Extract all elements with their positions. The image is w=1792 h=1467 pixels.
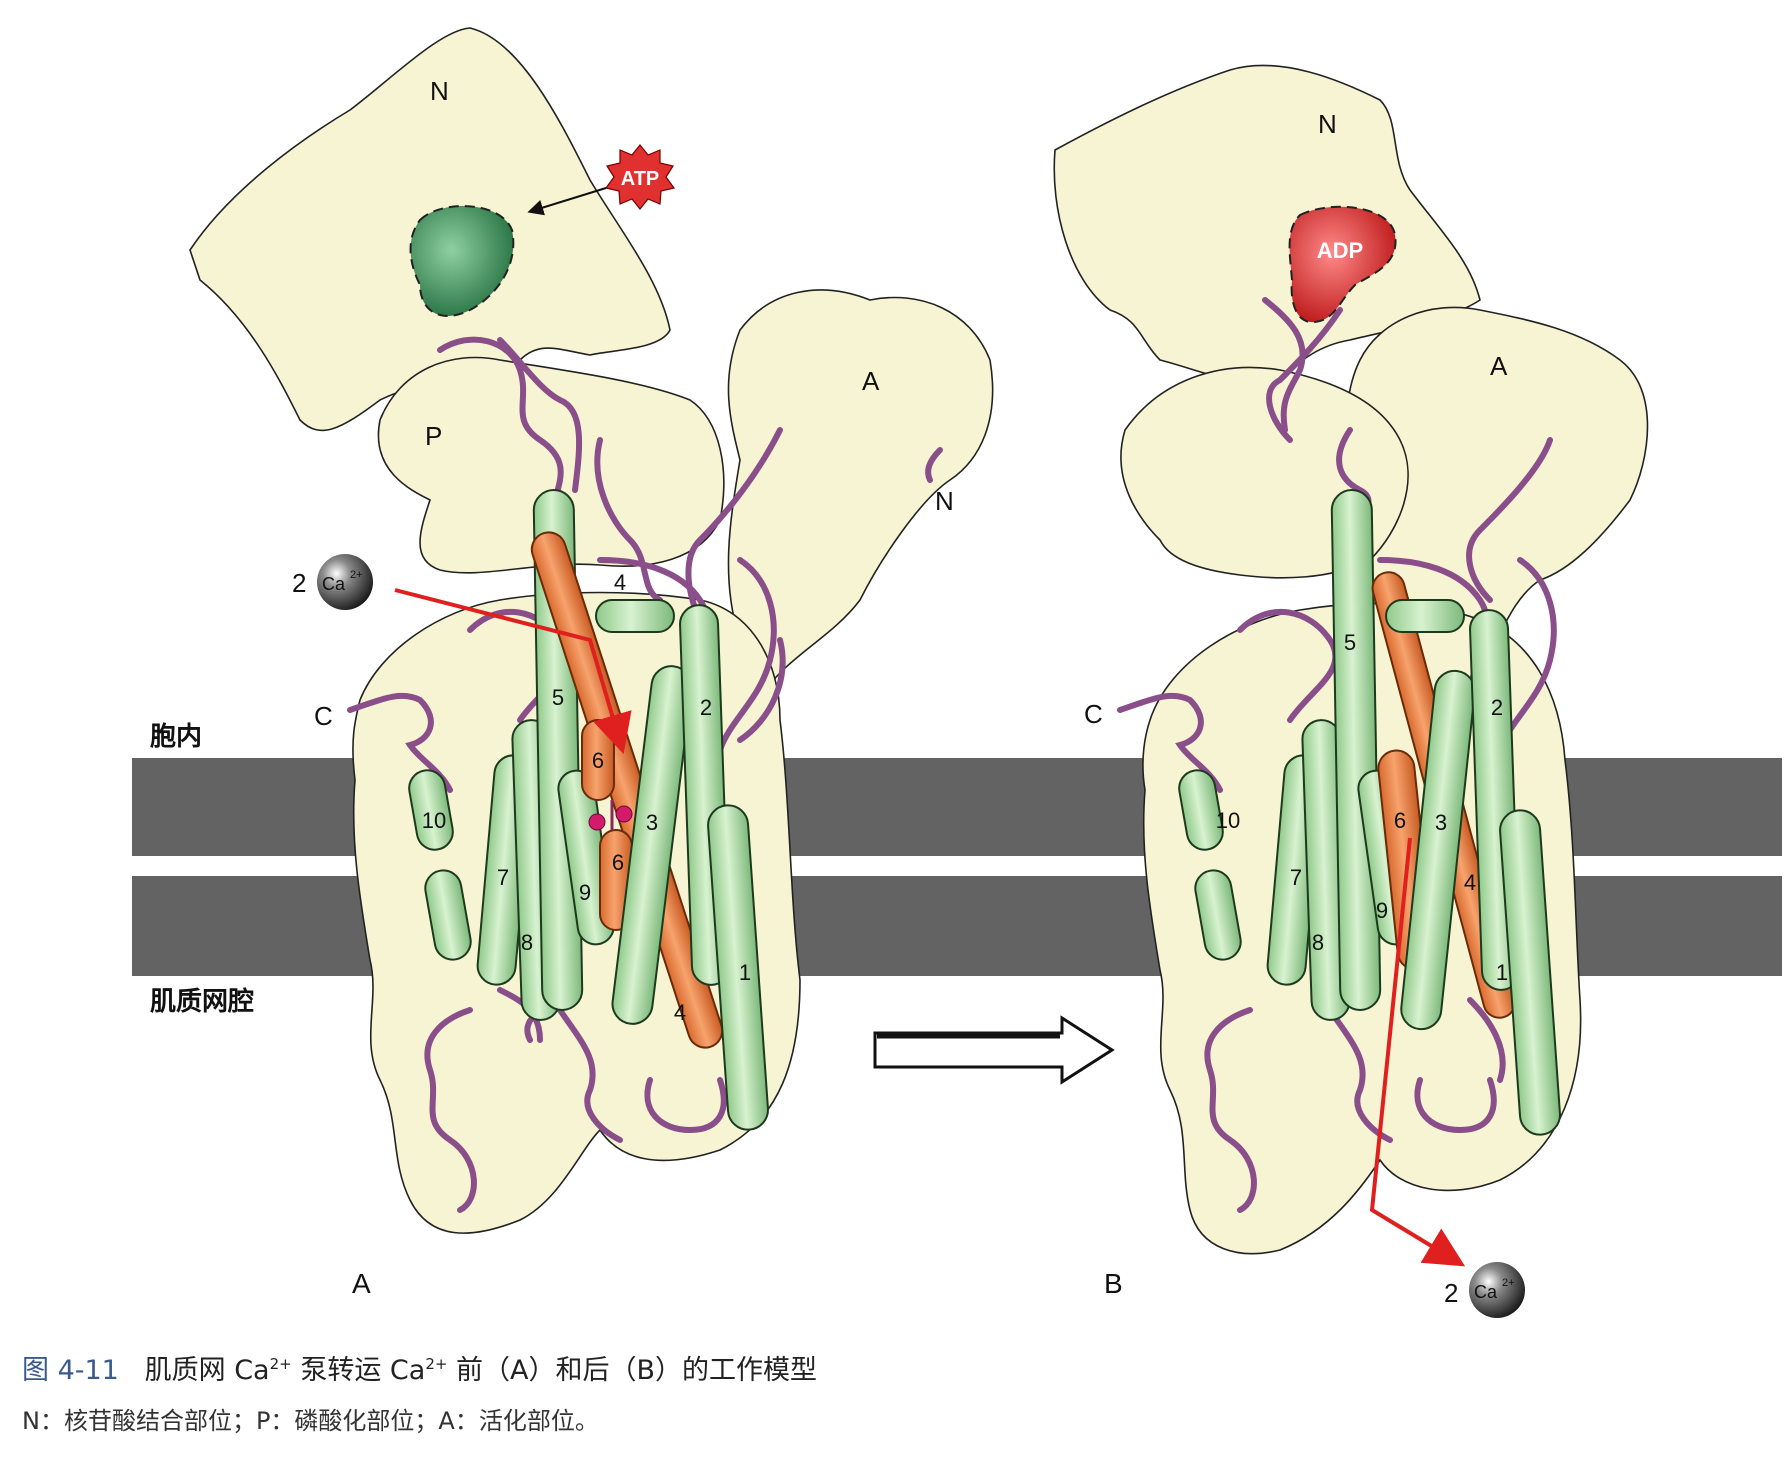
helix-short-horizontal-b — [1385, 599, 1465, 633]
n-domain-label-b: N — [1318, 109, 1337, 139]
helix-number: 10 — [422, 808, 446, 833]
helix-number: 6 — [612, 850, 624, 875]
helix-number: 4 — [614, 570, 626, 595]
atp-burst-icon — [604, 144, 676, 210]
helix-number: 10 — [1216, 808, 1240, 833]
calcium-exit-arrow — [1369, 837, 1466, 1267]
caption-title-part2: 泵转运 Ca — [291, 1355, 426, 1386]
helix-number: 3 — [1435, 810, 1447, 835]
helix-number: 4 — [674, 1000, 686, 1025]
helix-number: 9 — [579, 880, 591, 905]
helix-number: 1 — [739, 960, 751, 985]
ca-pump-diagram: 胞内 肌质网腔 ATP N P A N C A — [132, 27, 1782, 1318]
calcium-count-b: 2 — [1444, 1278, 1458, 1308]
figure-number: 图 4-11 — [22, 1355, 119, 1386]
helix-10-a — [408, 769, 472, 961]
helix-5-b — [1330, 489, 1382, 1011]
helix-number: 3 — [646, 810, 658, 835]
calcium-ion-a: Ca — [322, 574, 346, 594]
cytosol-label: 胞内 — [150, 721, 202, 752]
helix-number: 6 — [1394, 808, 1406, 833]
helix-number: 4 — [1464, 870, 1476, 895]
calcium-charge-a: 2+ — [350, 569, 363, 581]
helix-3-a — [611, 665, 693, 1025]
helix-1-a — [707, 804, 769, 1131]
helix-number: 8 — [521, 930, 533, 955]
calcium-entry-arrow — [394, 588, 632, 755]
transition-arrow — [873, 1015, 1115, 1085]
n-terminus-label-a: N — [935, 486, 954, 516]
transition-arrow-icon — [873, 1015, 1115, 1085]
nucleotide-pocket-a — [409, 205, 515, 317]
calcium-ions-b: 2 Ca 2+ — [1444, 1262, 1525, 1318]
caption-title: 图 4-11 肌质网 Ca2+ 泵转运 Ca2+ 前（A）和后（B）的工作模型 — [22, 1348, 1782, 1387]
panel-a: ATP N P A N C A — [189, 27, 994, 1299]
helix-10-b — [1178, 769, 1242, 961]
caption-title-sup1: 2+ — [269, 1355, 292, 1373]
helix-number: 1 — [1496, 960, 1508, 985]
panel-a-label: A — [352, 1268, 371, 1299]
helix-number: 5 — [552, 685, 564, 710]
p-domain-label-a: P — [425, 421, 442, 451]
helix-number: 5 — [1344, 630, 1356, 655]
caption-title-sup2: 2+ — [425, 1355, 448, 1373]
helices-a — [408, 489, 769, 1131]
calcium-sphere-icon — [1469, 1262, 1525, 1318]
helix-number: 8 — [1312, 930, 1324, 955]
helix-3-b — [1400, 669, 1476, 1031]
helix-numbers-b: 1 2 3 4 5 6 7 8 9 10 — [1216, 630, 1508, 985]
atp-binding-arrow — [527, 187, 607, 216]
helix-number: 2 — [1491, 695, 1503, 720]
helix-number: 7 — [1290, 865, 1302, 890]
helix-number: 9 — [1376, 898, 1388, 923]
caption-title-part3: 前（A）和后（B）的工作模型 — [447, 1355, 818, 1386]
connecting-loops-b — [1117, 297, 1557, 1213]
panel-b-label: B — [1104, 1268, 1123, 1299]
figure-caption: 图 4-11 肌质网 Ca2+ 泵转运 Ca2+ 前（A）和后（B）的工作模型 … — [22, 1348, 1782, 1436]
adp-molecule: ADP — [1288, 205, 1397, 324]
adp-pocket — [1288, 205, 1397, 324]
caption-title-part1: 肌质网 Ca — [144, 1355, 270, 1386]
helix-1-b — [1499, 809, 1561, 1136]
calcium-ions-a: 2 Ca 2+ — [292, 554, 373, 610]
panel-b: ADP N A C B — [1053, 64, 1649, 1318]
helix-number: 6 — [592, 748, 604, 773]
helix-number: 7 — [497, 865, 509, 890]
calcium-sphere-icon — [317, 554, 373, 610]
atp-molecule: ATP — [604, 144, 676, 210]
c-terminus-label-b: C — [1084, 699, 1103, 729]
helix-numbers-a: 1 2 3 4 4 5 6 6 7 8 9 10 — [422, 570, 751, 1025]
helices-b — [1178, 489, 1561, 1136]
n-domain-label-a: N — [430, 76, 449, 106]
helix-number: 2 — [700, 695, 712, 720]
adp-label: ADP — [1317, 238, 1363, 263]
caption-legend: N：核苷酸结合部位；P：磷酸化部位；A：活化部位。 — [22, 1407, 599, 1435]
helix-short-horizontal-a — [595, 599, 675, 633]
c-terminus-label-a: C — [314, 701, 333, 731]
atp-label: ATP — [621, 168, 660, 190]
calcium-ion-b: Ca — [1474, 1282, 1498, 1302]
calcium-count-a: 2 — [292, 568, 306, 598]
a-domain-label-b: A — [1490, 351, 1508, 381]
a-domain-label-a: A — [862, 366, 880, 396]
calcium-charge-b: 2+ — [1502, 1277, 1515, 1289]
lumen-label: 肌质网腔 — [150, 987, 254, 1017]
phosphorylation-site — [588, 800, 633, 831]
